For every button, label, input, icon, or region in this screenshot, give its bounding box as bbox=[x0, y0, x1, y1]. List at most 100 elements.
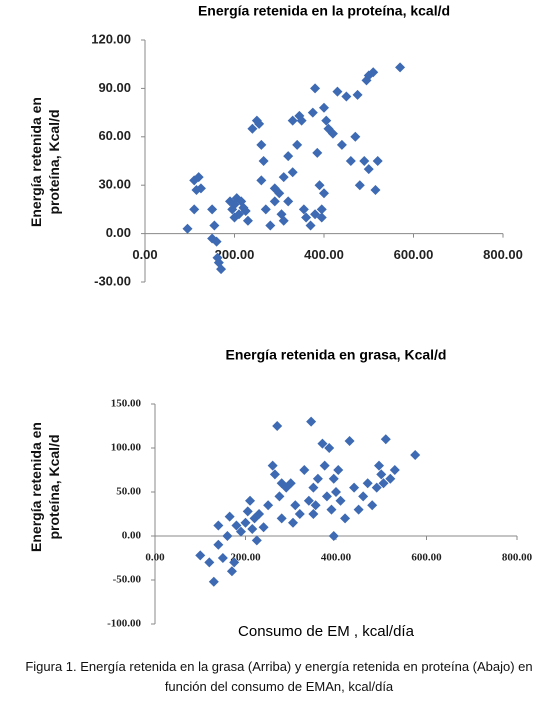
point bbox=[303, 495, 314, 506]
y-tick-label: -50.00 bbox=[113, 574, 142, 586]
point bbox=[193, 172, 204, 183]
point bbox=[224, 511, 235, 522]
point bbox=[260, 204, 271, 215]
chart-title: Energía retenida en grasa, Kcal/d bbox=[226, 347, 447, 363]
chart: Energía retenida en la proteína, kcal/d -… bbox=[91, 3, 533, 640]
point bbox=[350, 131, 361, 142]
point bbox=[235, 526, 246, 537]
x-tick-label: 400.00 bbox=[304, 247, 344, 262]
point bbox=[213, 539, 224, 550]
point bbox=[204, 557, 215, 568]
point bbox=[385, 473, 396, 484]
point bbox=[240, 206, 251, 217]
point bbox=[359, 156, 370, 166]
point bbox=[240, 517, 251, 528]
point bbox=[276, 478, 287, 489]
point bbox=[287, 167, 298, 178]
point bbox=[242, 215, 253, 226]
point bbox=[324, 443, 335, 453]
point bbox=[189, 204, 200, 215]
x-tick-label: 800.00 bbox=[502, 552, 533, 564]
x-tick-label: 0.00 bbox=[145, 552, 165, 564]
point bbox=[319, 188, 329, 199]
point bbox=[328, 473, 339, 484]
point bbox=[310, 500, 321, 511]
point bbox=[367, 500, 378, 511]
point bbox=[217, 553, 228, 563]
point bbox=[380, 434, 391, 445]
point bbox=[332, 86, 343, 97]
point bbox=[301, 212, 312, 223]
point bbox=[354, 180, 365, 191]
point bbox=[290, 500, 301, 511]
point bbox=[321, 115, 332, 126]
point bbox=[344, 435, 355, 446]
point bbox=[283, 151, 294, 162]
point bbox=[335, 495, 346, 506]
point bbox=[272, 421, 283, 431]
point bbox=[299, 465, 310, 475]
y-tick-label: 50.00 bbox=[116, 486, 141, 498]
y-tick-label: -30.00 bbox=[94, 273, 131, 288]
point bbox=[287, 115, 298, 126]
point bbox=[327, 128, 338, 139]
point bbox=[308, 509, 319, 519]
point bbox=[245, 495, 256, 506]
x-tick-label: 600.00 bbox=[394, 247, 434, 262]
point bbox=[373, 460, 384, 471]
point bbox=[336, 139, 347, 150]
point bbox=[298, 204, 309, 215]
point bbox=[247, 523, 258, 534]
point bbox=[254, 509, 265, 519]
y-tick-label: 150.00 bbox=[111, 398, 142, 410]
point bbox=[229, 557, 240, 568]
x-axis-label: Consumo de EM , kcal/día bbox=[238, 623, 415, 640]
point bbox=[258, 522, 269, 533]
point bbox=[231, 520, 242, 531]
point bbox=[269, 183, 280, 194]
point bbox=[308, 482, 319, 493]
point bbox=[314, 180, 325, 191]
point bbox=[376, 469, 387, 480]
point bbox=[208, 576, 219, 587]
y-tick-label: 100.00 bbox=[111, 442, 142, 454]
point bbox=[265, 220, 276, 231]
point bbox=[207, 204, 218, 215]
point bbox=[328, 531, 339, 541]
point bbox=[294, 509, 305, 519]
point bbox=[269, 469, 280, 480]
x-tick-label: 600.00 bbox=[411, 552, 442, 564]
point bbox=[207, 233, 218, 244]
point bbox=[278, 172, 289, 183]
point bbox=[213, 520, 224, 531]
point bbox=[340, 513, 351, 524]
point bbox=[195, 183, 206, 194]
point bbox=[213, 257, 224, 268]
point bbox=[333, 465, 344, 475]
point bbox=[345, 156, 356, 166]
y-tick-label: 60.00 bbox=[98, 128, 131, 143]
point bbox=[274, 491, 285, 502]
point bbox=[358, 491, 369, 502]
point bbox=[251, 535, 262, 546]
point bbox=[263, 500, 274, 511]
point bbox=[283, 196, 294, 207]
x-tick-label: 400.00 bbox=[321, 552, 352, 564]
point bbox=[242, 506, 253, 517]
point bbox=[306, 416, 317, 427]
point bbox=[292, 139, 303, 150]
point bbox=[222, 531, 233, 541]
point bbox=[368, 67, 379, 78]
point bbox=[307, 107, 318, 118]
x-tick-label: 200.00 bbox=[230, 552, 261, 564]
point bbox=[267, 460, 278, 471]
point bbox=[310, 209, 321, 220]
point bbox=[305, 220, 316, 231]
point bbox=[296, 115, 307, 126]
point bbox=[209, 220, 220, 231]
point bbox=[410, 450, 421, 461]
y-axis-label: Energía retenida en proteína, Kcal/d bbox=[28, 97, 62, 227]
y-tick-label: 90.00 bbox=[98, 80, 131, 95]
point bbox=[370, 185, 381, 196]
point bbox=[254, 118, 265, 129]
